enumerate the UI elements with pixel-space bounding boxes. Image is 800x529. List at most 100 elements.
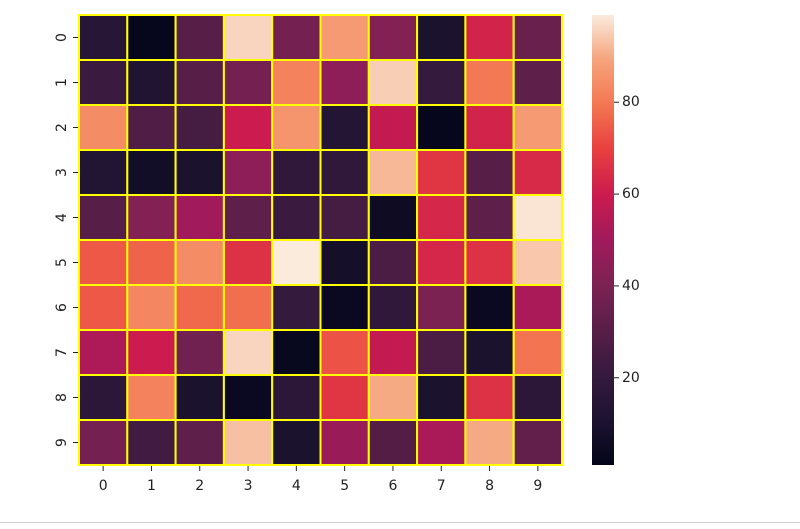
y-tick-label: 8 <box>54 393 70 402</box>
heatmap-cell-6-9 <box>512 284 564 331</box>
heatmap-cell-7-5 <box>319 329 370 376</box>
heatmap-cell-9-6 <box>367 419 419 466</box>
heatmap-cell-7-7 <box>416 329 467 376</box>
heatmap-cell-4-2 <box>174 194 225 241</box>
heatmap-cell-4-3 <box>222 194 274 241</box>
heatmap-cell-8-3 <box>222 374 274 421</box>
heatmap-cell-4-5 <box>319 194 370 241</box>
heatmap-cell-3-0 <box>78 149 129 196</box>
heatmap-cell-8-9 <box>512 374 564 421</box>
y-tick-label: 3 <box>54 168 70 177</box>
heatmap-cell-5-6 <box>367 239 419 286</box>
x-tick-label: 7 <box>437 478 446 494</box>
heatmap-cell-3-5 <box>319 149 370 196</box>
heatmap-cell-4-1 <box>126 194 177 241</box>
heatmap-cell-6-0 <box>78 284 129 331</box>
heatmap-cell-2-7 <box>416 104 467 151</box>
heatmap-cell-2-0 <box>78 104 129 151</box>
heatmap-cell-7-0 <box>78 329 129 376</box>
heatmap-cell-0-1 <box>126 14 177 61</box>
heatmap-cell-5-2 <box>174 239 225 286</box>
heatmap-cell-6-5 <box>319 284 370 331</box>
heatmap-cell-1-3 <box>222 59 274 106</box>
heatmap-cell-6-6 <box>367 284 419 331</box>
heatmap-cell-3-4 <box>271 149 322 196</box>
heatmap-cell-3-6 <box>367 149 419 196</box>
y-tick-label: 0 <box>54 33 70 42</box>
x-tick-label: 5 <box>340 478 349 494</box>
heatmap-cell-3-7 <box>416 149 467 196</box>
heatmap-cell-5-8 <box>464 239 515 286</box>
heatmap-cell-8-5 <box>319 374 370 421</box>
heatmap-cell-1-0 <box>78 59 129 106</box>
heatmap-cell-5-7 <box>416 239 467 286</box>
heatmap-cell-6-3 <box>222 284 274 331</box>
heatmap-cell-3-3 <box>222 149 274 196</box>
heatmap-cell-9-4 <box>271 419 322 466</box>
heatmap-cell-5-9 <box>512 239 564 286</box>
x-tick-label: 0 <box>99 478 108 494</box>
heatmap-cell-8-6 <box>367 374 419 421</box>
heatmap-cell-1-7 <box>416 59 467 106</box>
heatmap-cell-4-7 <box>416 194 467 241</box>
colorbar-tick-label: 80 <box>622 94 640 110</box>
heatmap-cell-5-5 <box>319 239 370 286</box>
heatmap-cell-1-4 <box>271 59 322 106</box>
heatmap-cell-6-4 <box>271 284 322 331</box>
bottom-divider <box>0 522 800 523</box>
heatmap-cell-9-7 <box>416 419 467 466</box>
y-tick-label: 6 <box>54 303 70 312</box>
heatmap-cell-3-9 <box>512 149 564 196</box>
heatmap-cell-9-8 <box>464 419 515 466</box>
heatmap-cell-0-6 <box>367 14 419 61</box>
heatmap-cell-6-7 <box>416 284 467 331</box>
heatmap-cell-7-9 <box>512 329 564 376</box>
heatmap-cell-9-5 <box>319 419 370 466</box>
heatmap-cell-4-8 <box>464 194 515 241</box>
heatmap-cell-8-7 <box>416 374 467 421</box>
heatmap-cell-2-6 <box>367 104 419 151</box>
y-tick-label: 9 <box>54 438 70 447</box>
heatmap-cell-7-6 <box>367 329 419 376</box>
heatmap-cell-3-8 <box>464 149 515 196</box>
heatmap-cell-0-0 <box>78 14 129 61</box>
heatmap-cell-5-3 <box>222 239 274 286</box>
x-tick-label: 1 <box>147 478 156 494</box>
heatmap-cell-0-2 <box>174 14 225 61</box>
colorbar <box>592 15 614 465</box>
heatmap-cell-6-1 <box>126 284 177 331</box>
heatmap-cell-2-2 <box>174 104 225 151</box>
heatmap-cell-2-1 <box>126 104 177 151</box>
y-axis: 0 1 2 3 4 5 6 7 8 9 <box>54 33 78 447</box>
x-tick-label: 6 <box>388 478 397 494</box>
heatmap-cell-7-4 <box>271 329 322 376</box>
heatmap-cell-2-3 <box>222 104 274 151</box>
y-tick-label: 4 <box>54 213 70 222</box>
x-tick-label: 4 <box>292 478 301 494</box>
heatmap-cell-0-3 <box>222 14 274 61</box>
x-tick-label: 9 <box>533 478 542 494</box>
heatmap-cell-0-8 <box>464 14 515 61</box>
heatmap-cell-1-1 <box>126 59 177 106</box>
heatmap-cell-1-5 <box>319 59 370 106</box>
heatmap-cell-4-0 <box>78 194 129 241</box>
heatmap-cell-0-9 <box>512 14 564 61</box>
x-axis: 0 1 2 3 4 5 6 7 8 9 <box>99 466 542 494</box>
heatmap-cell-1-8 <box>464 59 515 106</box>
heatmap-cell-2-8 <box>464 104 515 151</box>
heatmap-cell-7-2 <box>174 329 225 376</box>
heatmap-cell-8-2 <box>174 374 225 421</box>
heatmap-cell-9-3 <box>222 419 274 466</box>
heatmap-cell-7-8 <box>464 329 515 376</box>
heatmap-cell-7-3 <box>222 329 274 376</box>
heatmap-cell-0-7 <box>416 14 467 61</box>
heatmap-cell-1-6 <box>367 59 419 106</box>
heatmap-cell-9-9 <box>512 419 564 466</box>
heatmap-cell-6-8 <box>464 284 515 331</box>
y-tick-label: 7 <box>54 348 70 357</box>
heatmap-cell-9-0 <box>78 419 129 466</box>
heatmap-cell-9-1 <box>126 419 177 466</box>
heatmap-cell-1-9 <box>512 59 564 106</box>
heatmap-cell-9-2 <box>174 419 225 466</box>
